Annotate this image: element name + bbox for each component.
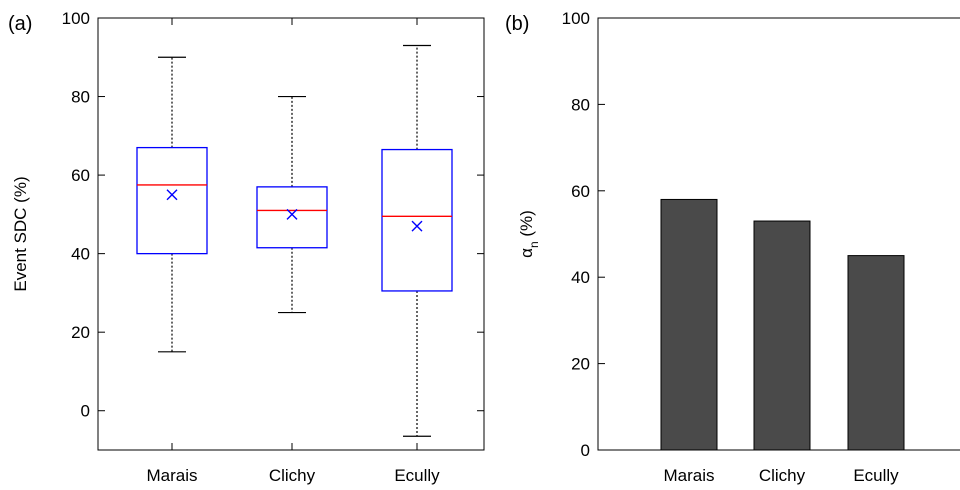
boxplot-y-tick-label: 100 xyxy=(62,9,90,28)
bar-category-label: Marais xyxy=(663,466,714,485)
boxplot-y-tick-label: 20 xyxy=(71,323,90,342)
iqr-box xyxy=(256,186,328,249)
boxplot-category-label: Clichy xyxy=(269,466,316,485)
bar-y-tick-label: 100 xyxy=(562,9,590,28)
bar-y-ticks: 0 20 40 60 80 100 xyxy=(562,9,605,460)
bar-panel: (b) αn (%) 0 20 40 60 80 100 Marais Clichy Ecul… xyxy=(505,9,960,485)
bar-y-tick-label: 0 xyxy=(581,441,590,460)
mean-marker xyxy=(411,220,423,232)
bar-category-labels: Marais Clichy Ecully xyxy=(663,443,899,485)
bars xyxy=(660,198,905,451)
bar-y-tick-label: 40 xyxy=(571,268,590,287)
boxplot-panel: (a) Event SDC (%) 0 20 40 60 80 100 Marais Cli… xyxy=(8,9,485,485)
bar-y-axis-title-sub: n xyxy=(527,241,541,248)
boxplot-y-tick-label: 60 xyxy=(71,166,90,185)
mean-marker xyxy=(166,189,178,201)
boxplot-y-tick-label: 80 xyxy=(71,88,90,107)
bar-category-label: Clichy xyxy=(759,466,806,485)
bar-y-tick-label: 20 xyxy=(571,355,590,374)
panel-a-label: (a) xyxy=(8,13,32,35)
boxplot-y-tick-label: 40 xyxy=(71,245,90,264)
bar-y-tick-label: 60 xyxy=(571,182,590,201)
boxplot-category-label: Ecully xyxy=(394,466,440,485)
bar xyxy=(847,255,905,451)
bar-category-label: Ecully xyxy=(853,466,899,485)
panel-b-label: (b) xyxy=(505,13,529,35)
mean-marker xyxy=(286,208,298,220)
iqr-box xyxy=(381,148,453,292)
boxplot-y-tick-label: 0 xyxy=(81,402,90,421)
boxplot-y-ticks: 0 20 40 60 80 100 xyxy=(62,9,484,421)
box-group xyxy=(381,44,453,437)
bar xyxy=(660,198,718,451)
boxplot-boxes xyxy=(136,44,453,437)
bar-y-axis-title-unit: (%) xyxy=(517,210,536,241)
box-group xyxy=(136,56,208,353)
bar-y-axis-title-main: α xyxy=(517,248,536,258)
iqr-box xyxy=(136,146,208,255)
boxplot-category-label: Marais xyxy=(146,466,197,485)
boxplot-category-labels: Marais Clichy Ecully xyxy=(146,18,440,485)
box-group xyxy=(256,95,328,314)
bar-y-tick-label: 80 xyxy=(571,95,590,114)
bar xyxy=(753,220,811,451)
boxplot-y-axis-title: Event SDC (%) xyxy=(11,176,30,291)
bar-y-axis-title: αn (%) xyxy=(517,210,541,258)
boxplot-plot-frame xyxy=(97,17,485,451)
